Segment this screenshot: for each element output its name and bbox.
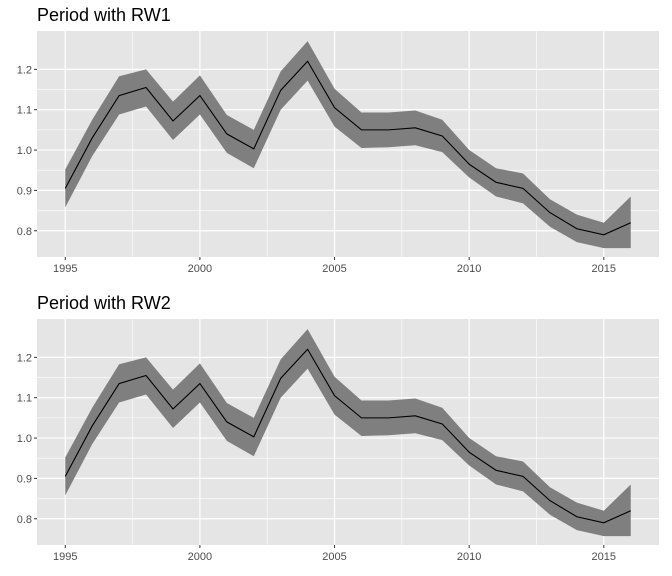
y-tick-label: 1.0	[17, 433, 32, 445]
confidence-band	[65, 329, 631, 537]
y-tick-label: 0.9	[17, 185, 32, 197]
x-tick-label: 2010	[457, 551, 481, 563]
y-tick-label: 1.2	[17, 352, 32, 364]
x-tick-label: 2000	[188, 551, 212, 563]
y-tick-label: 1.1	[17, 393, 32, 405]
x-tick-label: 2015	[592, 551, 616, 563]
confidence-band	[65, 41, 631, 249]
y-tick-label: 0.9	[17, 473, 32, 485]
series-line	[64, 60, 631, 236]
x-tick-label: 2005	[322, 551, 346, 563]
x-tick-label: 2005	[322, 263, 346, 275]
y-tick-label: 1.0	[17, 145, 32, 157]
y-tick-label: 0.8	[17, 226, 32, 238]
x-tick-label: 2000	[188, 263, 212, 275]
series-line	[64, 348, 631, 524]
x-tick-label: 2010	[457, 263, 481, 275]
panel-title-rw1: Period with RW1	[37, 5, 171, 25]
y-tick-label: 1.2	[17, 64, 32, 76]
x-tick-label: 2015	[592, 263, 616, 275]
x-tick-label: 1995	[53, 551, 77, 563]
panel-title-rw2: Period with RW2	[37, 293, 171, 313]
x-tick-label: 1995	[53, 263, 77, 275]
y-tick-label: 0.8	[17, 514, 32, 526]
y-tick-label: 1.1	[17, 105, 32, 117]
